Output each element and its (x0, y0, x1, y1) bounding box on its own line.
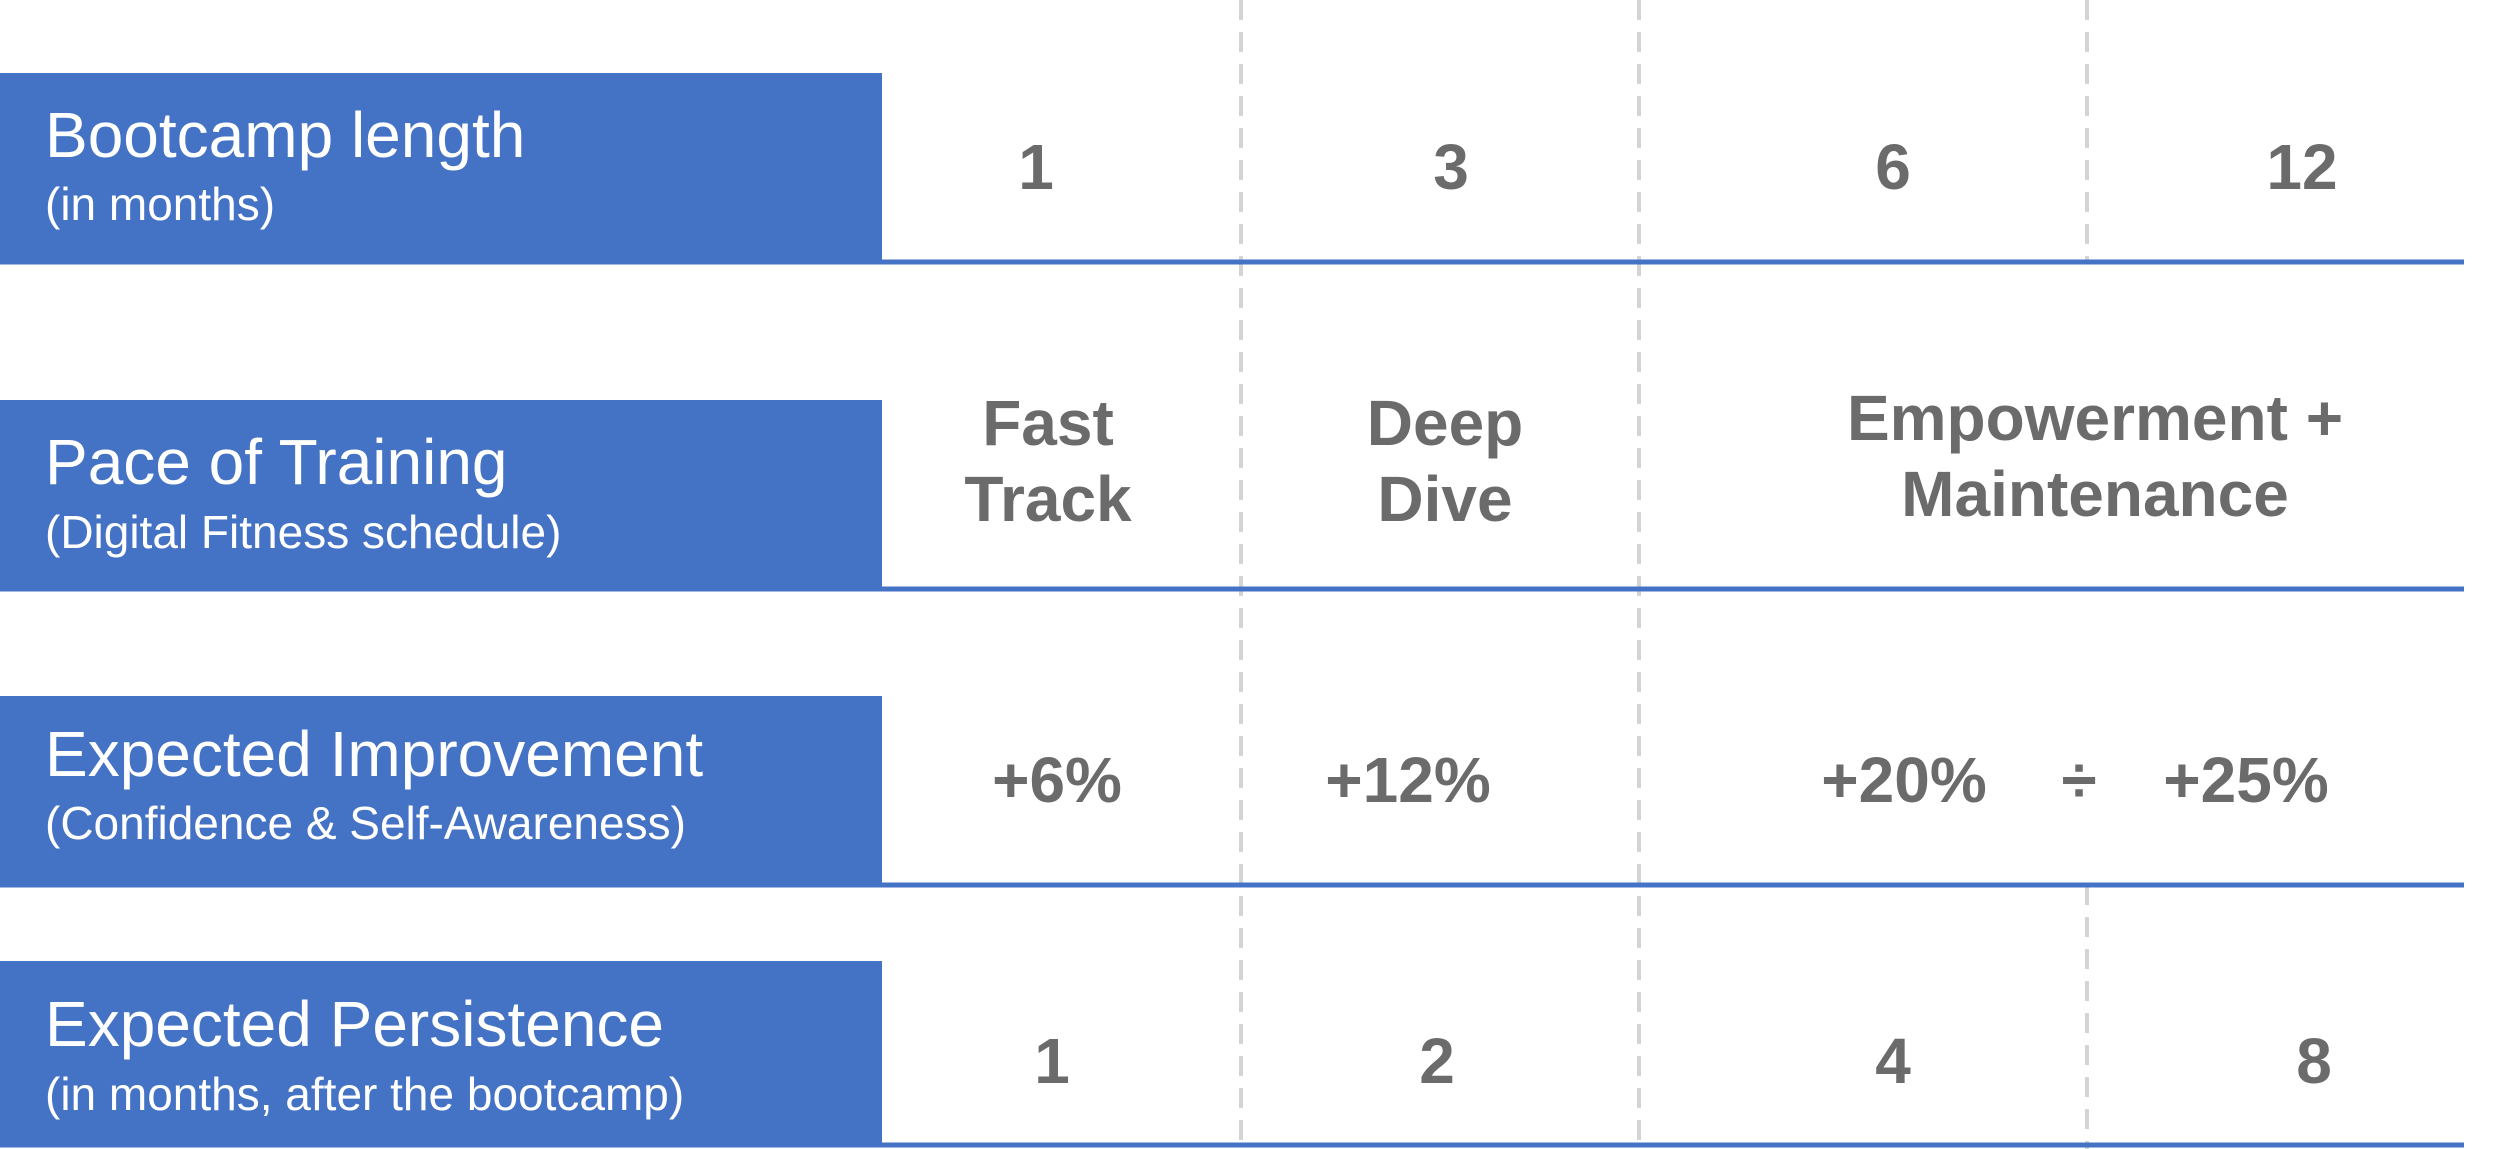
cell: 12 (2266, 131, 2337, 203)
cell: 6 (1875, 131, 1911, 203)
cell: +12% (1325, 744, 1490, 816)
cell: 3 (1433, 131, 1469, 203)
cell: 4 (1875, 1025, 1911, 1097)
row-header (0, 961, 882, 1144)
cell: +20% (1821, 744, 1986, 816)
row-header (0, 73, 882, 262)
row-label: Bootcamp length (45, 99, 525, 171)
cell: ÷ (2061, 744, 2096, 816)
row-sublabel: (in months, after the bootcamp) (45, 1068, 684, 1120)
cell: Dive (1377, 463, 1512, 535)
cell: 1 (1018, 131, 1054, 203)
cell: 2 (1419, 1025, 1455, 1097)
cell: Deep (1367, 387, 1524, 459)
cell: Empowerment + (1847, 382, 2343, 454)
row-sublabel: (Digital Fitness schedule) (45, 506, 561, 558)
row-label: Expected Persistence (45, 988, 664, 1060)
cell: Fast (982, 387, 1114, 459)
cell: Maintenance (1901, 458, 2289, 530)
row-header (0, 696, 882, 884)
cell: Track (964, 463, 1132, 535)
cell: 8 (2296, 1025, 2332, 1097)
row-label: Pace of Training (45, 426, 508, 498)
cell: +25% (2163, 744, 2328, 816)
row-sublabel: (Confidence & Self-Awareness) (45, 797, 686, 849)
cell: +6% (992, 744, 1122, 816)
cell: 1 (1034, 1025, 1070, 1097)
row-label: Expected Improvement (45, 718, 703, 790)
row-header (0, 400, 882, 588)
row-sublabel: (in months) (45, 178, 275, 230)
